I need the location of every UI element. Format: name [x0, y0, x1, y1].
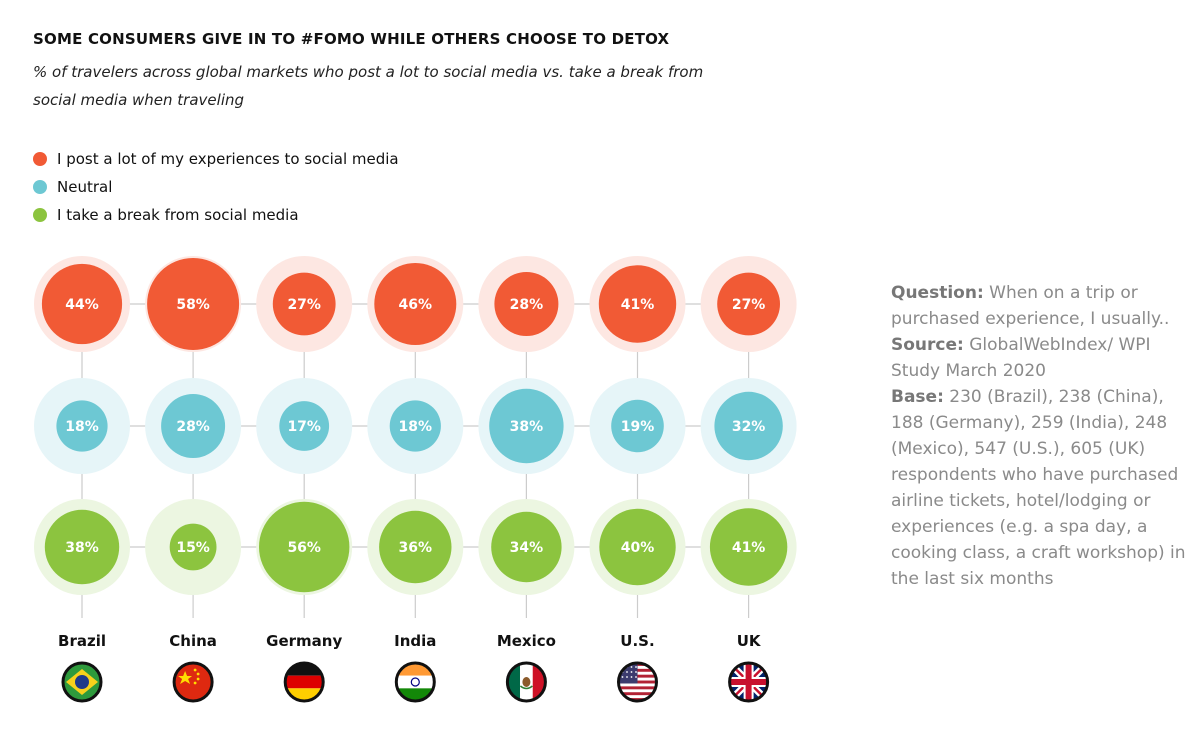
category-label: Germany — [266, 632, 342, 650]
uk-flag-icon — [728, 661, 770, 703]
value-label: 40% — [621, 540, 655, 556]
category-label: Brazil — [58, 632, 106, 650]
category-label: Mexico — [497, 632, 556, 650]
brazil-flag-icon — [61, 661, 103, 703]
value-label: 41% — [732, 540, 766, 556]
footnote-source: Source: GlobalWebIndex/ WPI Study March … — [891, 332, 1191, 384]
legend-swatch-neutral — [33, 180, 47, 194]
country-labels: Brazil China Germany India Mexico U.S. UK — [58, 632, 762, 650]
value-label: 41% — [621, 297, 655, 313]
bubble-us-2 — [599, 508, 676, 586]
source-label: Source: — [891, 335, 964, 355]
base-text: 230 (Brazil), 238 (China), 188 (Germany)… — [891, 387, 1186, 589]
value-label: 56% — [287, 540, 321, 556]
bubble-chart: 44% 58% 27% 46% 28% 41% 27% 18% 28% 17% 18% 38% 19% 3… — [34, 256, 797, 703]
bubble-uk-2 — [709, 508, 788, 586]
value-label: 46% — [399, 297, 433, 313]
value-label: 58% — [176, 297, 210, 313]
value-label: 28% — [510, 297, 544, 313]
chart-subtitle: % of travelers across global markets who… — [33, 63, 704, 109]
value-label: 38% — [510, 419, 544, 435]
legend-item-break: I take a break from social media — [33, 201, 399, 229]
value-label: 36% — [399, 540, 433, 556]
bubble-china-0 — [147, 258, 240, 350]
us-flag-icon — [617, 661, 658, 703]
source-text: GlobalWebIndex/ WPI Study March 2020 — [891, 335, 1151, 381]
china-flag-icon — [172, 661, 214, 703]
bubble-mexico-2 — [491, 511, 562, 583]
india-flag-icon — [394, 661, 436, 703]
category-label: U.S. — [620, 632, 654, 650]
legend-label-neutral: Neutral — [57, 178, 113, 196]
legend-label-post: I post a lot of my experiences to social… — [57, 150, 399, 168]
value-labels: 44% 58% 27% 46% 28% 41% 27% 18% 28% 17% 18% 38% 19% 3… — [65, 297, 765, 556]
bubble-germany-2 — [259, 501, 350, 593]
legend-item-neutral: Neutral — [33, 173, 399, 201]
mexico-flag-icon — [505, 661, 547, 703]
country-flags — [61, 661, 770, 703]
category-label: China — [169, 632, 217, 650]
bubble-germany-0 — [272, 272, 336, 336]
footnote: Question: When on a trip or purchased ex… — [891, 280, 1191, 592]
bubble-india-2 — [379, 510, 452, 584]
bubble-brazil-0 — [41, 263, 123, 345]
bubble-india-1 — [389, 400, 441, 452]
bubble-china-1 — [161, 394, 226, 458]
value-label: 27% — [287, 297, 321, 313]
bubble-brazil-2 — [44, 509, 120, 585]
bubble-mexico-0 — [494, 272, 559, 336]
bubble-mexico-1 — [489, 388, 564, 464]
germany-flag-icon — [283, 661, 325, 703]
value-label: 17% — [287, 419, 321, 435]
value-label: 15% — [176, 540, 210, 556]
value-label: 38% — [65, 540, 99, 556]
question-label: Question: — [891, 283, 984, 303]
bubble-brazil-1 — [56, 400, 108, 452]
question-text: When on a trip or purchased experience, … — [891, 283, 1170, 329]
value-label: 19% — [621, 419, 655, 435]
bubble-china-2 — [169, 523, 217, 571]
chart-title: SOME CONSUMERS GIVE IN TO #FOMO WHILE OT… — [33, 30, 670, 48]
category-label: UK — [737, 632, 762, 650]
legend-swatch-break — [33, 208, 47, 222]
legend-item-post: I post a lot of my experiences to social… — [33, 145, 399, 173]
value-label: 18% — [65, 419, 99, 435]
base-label: Base: — [891, 387, 944, 407]
bubble-india-0 — [374, 263, 457, 345]
value-label: 28% — [176, 419, 210, 435]
bubble-uk-1 — [714, 391, 783, 461]
bubble-us-1 — [611, 399, 664, 453]
bubble-germany-1 — [279, 401, 330, 451]
category-label: India — [394, 632, 436, 650]
value-label: 18% — [399, 419, 433, 435]
value-label: 27% — [732, 297, 766, 313]
value-label: 34% — [510, 540, 544, 556]
legend-label-break: I take a break from social media — [57, 206, 299, 224]
bubble-us-0 — [598, 265, 677, 343]
legend-swatch-post — [33, 152, 47, 166]
legend: I post a lot of my experiences to social… — [33, 145, 399, 229]
value-label: 44% — [65, 297, 99, 313]
bubble-uk-0 — [717, 272, 780, 336]
value-label: 32% — [732, 419, 766, 435]
footnote-question: Question: When on a trip or purchased ex… — [891, 280, 1191, 332]
bubbles — [41, 258, 788, 593]
footnote-base: Base: 230 (Brazil), 238 (China), 188 (Ge… — [891, 384, 1191, 592]
